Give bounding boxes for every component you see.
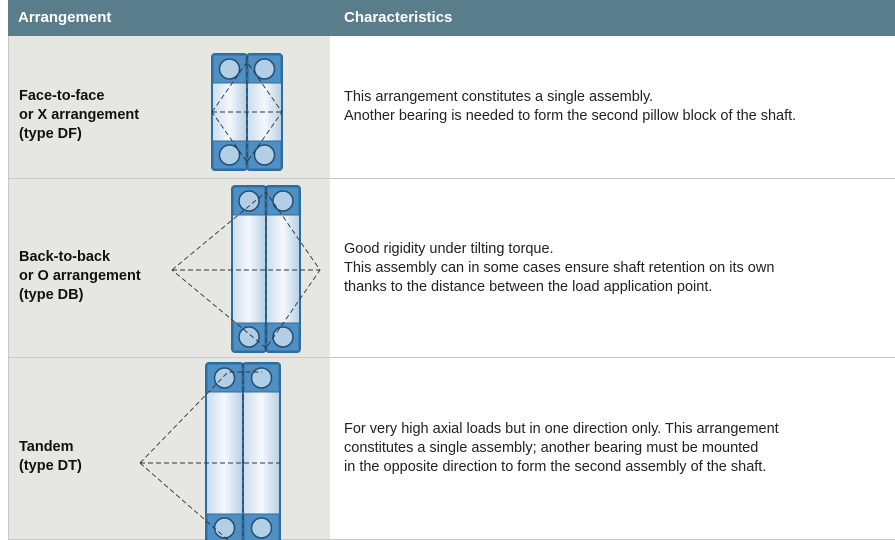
text-line: This arrangement constitutes a single as… [344, 89, 654, 105]
arrangement-cell: Face-to-face or X arrangement (type DF) [8, 36, 330, 179]
header-cell: Characteristics [330, 0, 895, 36]
text-line: or O arrangement [19, 267, 141, 284]
text-line: Face-to-face [19, 87, 105, 104]
text-line: (type DT) [19, 457, 82, 474]
arrangement-cell: Back-to-back or O arrangement (type DB) [8, 179, 330, 358]
text-line: in the opposite direction to form the se… [344, 459, 767, 475]
text-line: This assembly can in some cases ensure s… [344, 259, 775, 276]
text-line: Back-to-back [19, 248, 111, 265]
characteristics-cell: Good rigidity under tilting torque. This … [330, 179, 895, 358]
arrangement-cell: Tandem (type DT) [8, 358, 330, 540]
text-line: For very high axial loads but in one dir… [344, 421, 779, 437]
characteristics-cell: For very high axial loads but in one dir… [330, 358, 895, 540]
text-line: or X arrangement [19, 106, 140, 123]
text-line: constitutes a single assembly; another b… [344, 440, 759, 456]
text-line: Another bearing is needed to form the se… [344, 108, 797, 124]
text-line: thanks to the distance between the load … [344, 278, 713, 295]
text-line: Good rigidity under tilting torque. [344, 240, 554, 257]
text-line: Tandem [19, 438, 74, 455]
text-line: (type DB) [19, 286, 84, 303]
text-line: (type DF) [19, 125, 82, 142]
characteristics-cell: This arrangement constitutes a single as… [330, 36, 895, 179]
header-cell: Arrangement [8, 0, 330, 36]
